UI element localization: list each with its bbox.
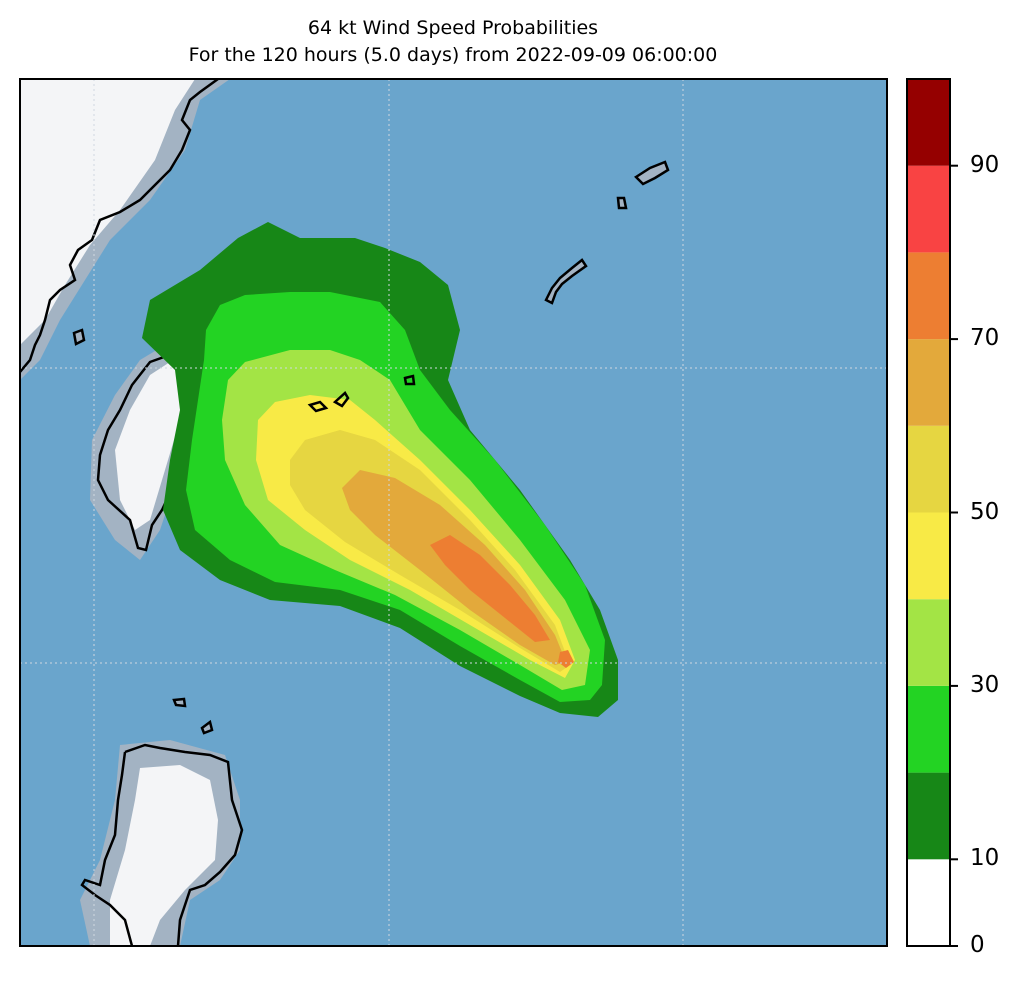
colorbar-segment — [907, 599, 950, 686]
map-subtitle: For the 120 hours (5.0 days) from 2022-0… — [188, 44, 718, 66]
colorbar — [906, 78, 958, 947]
colorbar-tick-label: 50 — [970, 498, 1000, 525]
ryukyu-islands — [307, 374, 416, 413]
colorbar-segment — [907, 772, 950, 860]
colorbar-segment — [907, 339, 950, 426]
colorbar-segment — [907, 512, 950, 600]
map-title: 64 kt Wind Speed Probabilities — [307, 17, 599, 39]
colorbar-segment — [907, 685, 950, 773]
colorbar-segment — [907, 79, 950, 166]
colorbar-segment — [907, 165, 950, 253]
colorbar-tick-label: 10 — [970, 845, 1000, 872]
luzon-landmass — [80, 740, 244, 946]
colorbar-segment — [907, 859, 950, 946]
colorbar-segment — [907, 252, 950, 340]
colorbar-tick-label: 90 — [970, 151, 1000, 178]
contour-band-70 — [430, 535, 550, 642]
small-islands — [72, 160, 670, 735]
colorbar-tick-label: 0 — [970, 932, 985, 958]
probability-contours — [142, 222, 618, 717]
map-frame — [19, 78, 888, 947]
colorbar-segment — [907, 425, 950, 513]
colorbar-tick-label: 30 — [970, 671, 1000, 698]
mainland-landmass — [20, 79, 230, 380]
colorbar-tick-label: 70 — [970, 325, 1000, 352]
